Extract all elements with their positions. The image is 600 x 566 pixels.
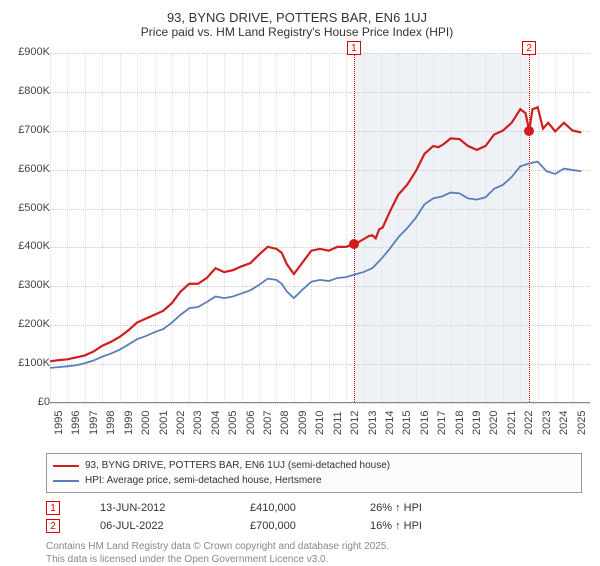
reference-marker: 2 bbox=[522, 41, 536, 55]
x-axis-label: 2011 bbox=[332, 411, 344, 435]
plot-region: 12 bbox=[50, 53, 590, 403]
x-axis-label: 2022 bbox=[523, 411, 535, 435]
chart-subtitle: Price paid vs. HM Land Registry's House … bbox=[0, 25, 594, 39]
x-axis-label: 1996 bbox=[70, 411, 82, 435]
legend-item: 93, BYNG DRIVE, POTTERS BAR, EN6 1UJ (se… bbox=[53, 458, 575, 473]
sale-row: 1 13-JUN-2012 £410,000 26% ↑ HPI bbox=[46, 499, 594, 517]
legend-label: HPI: Average price, semi-detached house,… bbox=[85, 475, 322, 486]
legend-box: 93, BYNG DRIVE, POTTERS BAR, EN6 1UJ (se… bbox=[46, 453, 582, 493]
y-axis-label: £700K bbox=[18, 124, 50, 136]
legend-item: HPI: Average price, semi-detached house,… bbox=[53, 473, 575, 488]
x-axis-label: 2020 bbox=[488, 411, 500, 435]
x-axis-label: 2007 bbox=[262, 411, 274, 435]
sale-marker: 2 bbox=[46, 519, 60, 533]
x-axis-label: 2024 bbox=[558, 411, 570, 435]
legend-label: 93, BYNG DRIVE, POTTERS BAR, EN6 1UJ (se… bbox=[85, 460, 390, 471]
y-axis-label: £0 bbox=[38, 396, 50, 408]
x-axis-label: 2005 bbox=[227, 411, 239, 435]
legend-swatch bbox=[53, 465, 79, 467]
x-axis-label: 1995 bbox=[53, 411, 65, 435]
y-axis-label: £600K bbox=[18, 163, 50, 175]
reference-dot bbox=[349, 239, 359, 249]
y-axis-label: £200K bbox=[18, 318, 50, 330]
chart-title: 93, BYNG DRIVE, POTTERS BAR, EN6 1UJ bbox=[0, 10, 594, 25]
x-axis-label: 1999 bbox=[123, 411, 135, 435]
x-axis-label: 2013 bbox=[367, 411, 379, 435]
x-axis-label: 2017 bbox=[436, 411, 448, 435]
legend-swatch bbox=[53, 480, 79, 482]
sale-price: £700,000 bbox=[250, 520, 330, 532]
x-axis-label: 2023 bbox=[541, 411, 553, 435]
y-axis-label: £400K bbox=[18, 240, 50, 252]
figure-container: 93, BYNG DRIVE, POTTERS BAR, EN6 1UJ Pri… bbox=[0, 0, 600, 560]
y-axis-label: £500K bbox=[18, 202, 50, 214]
x-axis-label: 1997 bbox=[88, 411, 100, 435]
x-axis-label: 1998 bbox=[105, 411, 117, 435]
x-axis-label: 2002 bbox=[175, 411, 187, 435]
footer-line-1: Contains HM Land Registry data © Crown c… bbox=[46, 541, 594, 554]
sale-hpi: 26% ↑ HPI bbox=[370, 502, 422, 514]
sale-row: 2 06-JUL-2022 £700,000 16% ↑ HPI bbox=[46, 517, 594, 535]
gridline-h bbox=[50, 403, 590, 404]
line-series-svg bbox=[50, 53, 590, 402]
x-axis-label: 2019 bbox=[471, 411, 483, 435]
x-axis-label: 2016 bbox=[419, 411, 431, 435]
sale-hpi: 16% ↑ HPI bbox=[370, 520, 422, 532]
sale-date: 06-JUL-2022 bbox=[100, 520, 210, 532]
x-axis-label: 2015 bbox=[401, 411, 413, 435]
x-axis-label: 2025 bbox=[576, 411, 588, 435]
y-axis-label: £900K bbox=[18, 46, 50, 58]
x-axis-label: 2008 bbox=[279, 411, 291, 435]
series-property bbox=[50, 107, 581, 361]
y-axis-label: £100K bbox=[18, 357, 50, 369]
x-axis-label: 2000 bbox=[140, 411, 152, 435]
sale-date: 13-JUN-2012 bbox=[100, 502, 210, 514]
x-axis-label: 2004 bbox=[210, 411, 222, 435]
footer-attribution: Contains HM Land Registry data © Crown c… bbox=[46, 541, 594, 566]
sales-table: 1 13-JUN-2012 £410,000 26% ↑ HPI 2 06-JUL-202… bbox=[46, 499, 594, 535]
reference-dot bbox=[524, 126, 534, 136]
x-axis-label: 2001 bbox=[158, 411, 170, 435]
x-axis-label: 2009 bbox=[297, 411, 309, 435]
sale-price: £410,000 bbox=[250, 502, 330, 514]
x-axis-label: 2018 bbox=[454, 411, 466, 435]
y-axis-label: £300K bbox=[18, 279, 50, 291]
series-hpi bbox=[50, 162, 581, 368]
reference-marker: 1 bbox=[347, 41, 361, 55]
x-axis-label: 2003 bbox=[192, 411, 204, 435]
x-axis-label: 2021 bbox=[506, 411, 518, 435]
x-axis-label: 2014 bbox=[384, 411, 396, 435]
x-axis-label: 2012 bbox=[349, 411, 361, 435]
y-axis-label: £800K bbox=[18, 85, 50, 97]
chart-area: 12 £0 £100K £200K £300K £400K £500K £600K £700K… bbox=[4, 45, 596, 445]
x-axis-label: 2010 bbox=[314, 411, 326, 435]
sale-marker: 1 bbox=[46, 501, 60, 515]
x-axis-label: 2006 bbox=[245, 411, 257, 435]
